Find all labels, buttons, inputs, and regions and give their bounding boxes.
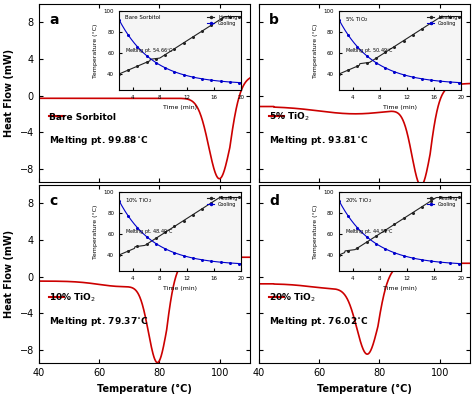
Y-axis label: Heat Flow (mW): Heat Flow (mW) bbox=[4, 49, 14, 137]
Text: 10% TiO$_2$: 10% TiO$_2$ bbox=[49, 292, 96, 304]
Text: 5% TiO$_2$: 5% TiO$_2$ bbox=[269, 111, 310, 123]
X-axis label: Temperature (°C): Temperature (°C) bbox=[317, 384, 412, 394]
X-axis label: Temperature (°C): Temperature (°C) bbox=[97, 384, 192, 394]
Text: Bare Sorbitol: Bare Sorbitol bbox=[49, 113, 117, 122]
Text: 20% TiO$_2$: 20% TiO$_2$ bbox=[269, 292, 316, 304]
Y-axis label: Heat Flow (mW): Heat Flow (mW) bbox=[4, 230, 14, 318]
Text: a: a bbox=[49, 13, 59, 27]
Text: b: b bbox=[269, 13, 279, 27]
Text: Melting pt. 76.02$^{\circ}$C: Melting pt. 76.02$^{\circ}$C bbox=[269, 315, 369, 328]
Text: d: d bbox=[269, 194, 279, 208]
Text: Melting pt. 99.88$^{\circ}$C: Melting pt. 99.88$^{\circ}$C bbox=[49, 134, 149, 147]
Text: Melting pt. 79.37$^{\circ}$C: Melting pt. 79.37$^{\circ}$C bbox=[49, 315, 149, 328]
Text: Melting pt. 93.81$^{\circ}$C: Melting pt. 93.81$^{\circ}$C bbox=[269, 134, 369, 147]
Text: c: c bbox=[49, 194, 58, 208]
